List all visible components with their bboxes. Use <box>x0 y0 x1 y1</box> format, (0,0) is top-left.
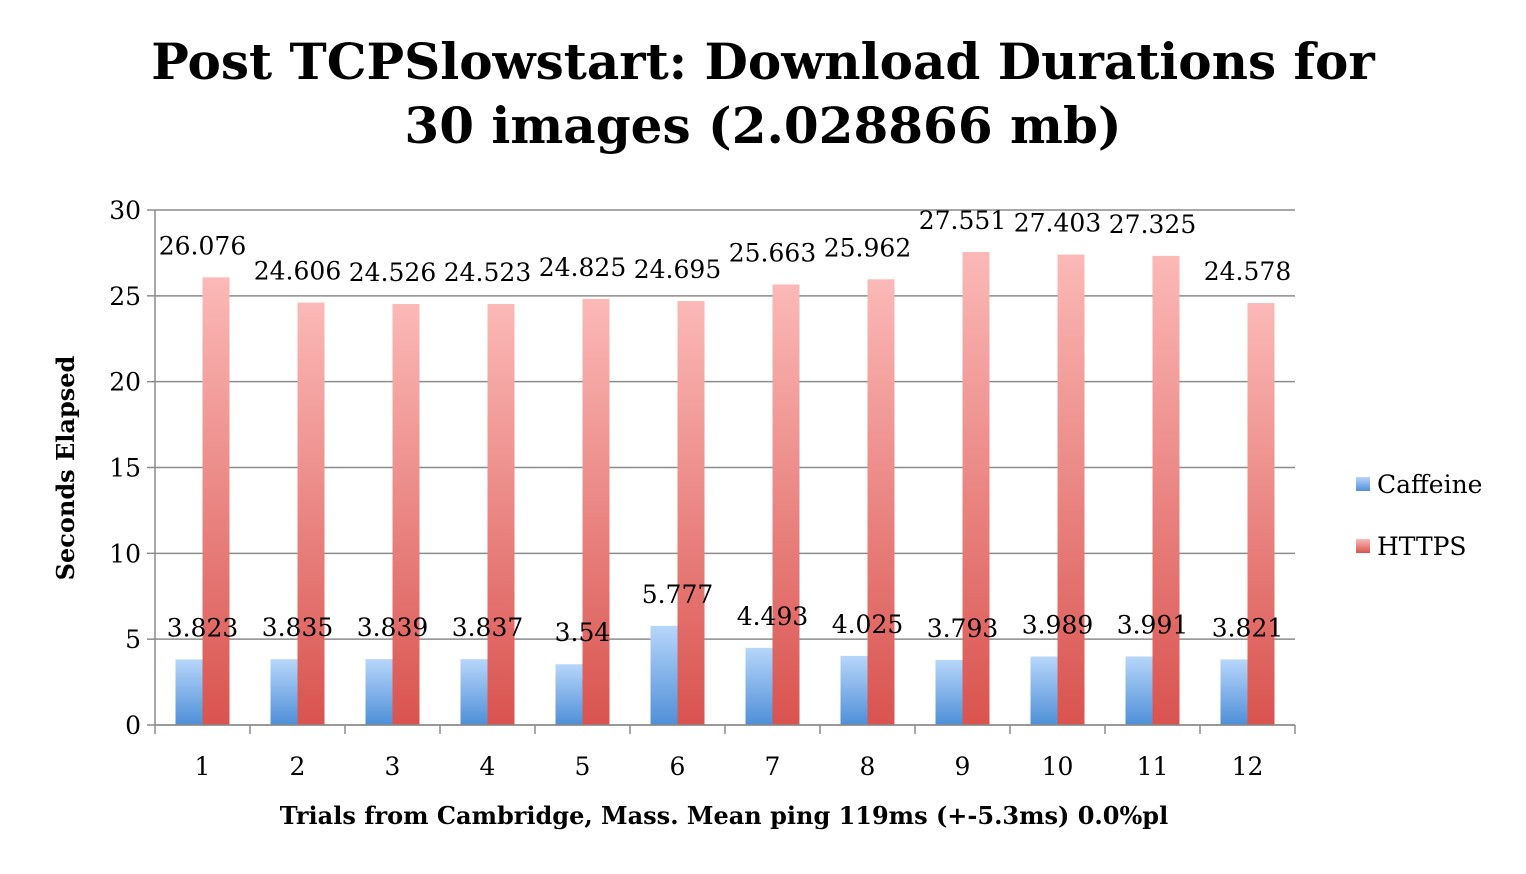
bar-caffeine <box>270 659 298 725</box>
chart-title-line-1: Post TCPSlowstart: Download Durations fo… <box>151 32 1375 91</box>
bar-https <box>1057 254 1085 725</box>
data-label-https: 27.403 <box>1014 209 1101 238</box>
bar-caffeine <box>365 659 393 725</box>
x-tick-label: 1 <box>195 752 211 781</box>
y-tick-label: 25 <box>109 282 141 311</box>
data-label-caffeine: 3.835 <box>262 613 334 642</box>
legend-swatch-https <box>1356 539 1370 553</box>
data-label-https: 24.695 <box>634 255 721 284</box>
data-label-caffeine: 4.025 <box>832 610 904 639</box>
data-label-https: 27.551 <box>919 206 1006 235</box>
bar-https <box>867 279 895 725</box>
bar-https <box>202 277 230 725</box>
x-tick-label: 7 <box>765 752 781 781</box>
y-tick-label: 15 <box>109 454 141 483</box>
data-label-https: 26.076 <box>159 231 246 260</box>
data-label-caffeine: 3.837 <box>452 613 524 642</box>
bar-caffeine <box>460 659 488 725</box>
bar-caffeine <box>1030 656 1058 725</box>
bar-https <box>1152 255 1180 725</box>
data-label-caffeine: 3.54 <box>555 618 611 647</box>
data-label-https: 24.825 <box>539 253 626 282</box>
y-tick-label: 5 <box>125 625 141 654</box>
bar-https <box>392 303 420 725</box>
data-label-https: 24.606 <box>254 257 341 286</box>
x-tick-label: 11 <box>1137 752 1169 781</box>
bars <box>175 252 1275 725</box>
x-tick-label: 9 <box>955 752 971 781</box>
data-label-https: 24.523 <box>444 258 531 287</box>
gridlines <box>155 209 1295 726</box>
bar-https <box>297 302 325 725</box>
data-label-caffeine: 4.493 <box>737 602 809 631</box>
data-label-caffeine: 3.821 <box>1212 613 1284 642</box>
legend-label-caffeine: Caffeine <box>1377 470 1482 499</box>
bar-https <box>487 304 515 725</box>
data-label-caffeine: 3.823 <box>167 613 239 642</box>
data-labels: 3.823 3.835 3.839 3.837 3.54 5.777 4.493 4.025 3… <box>159 206 1291 647</box>
x-tick-label: 12 <box>1232 752 1264 781</box>
bar-caffeine <box>1220 659 1248 725</box>
bar-https <box>772 284 800 725</box>
chart-title-line-2: 30 images (2.028866 mb) <box>404 96 1122 155</box>
data-label-https: 24.526 <box>349 258 436 287</box>
x-tick-label: 6 <box>670 752 686 781</box>
data-label-caffeine: 5.777 <box>642 580 714 609</box>
x-tick-label: 2 <box>290 752 306 781</box>
bar-caffeine <box>555 664 583 725</box>
bar-https <box>962 252 990 725</box>
data-label-caffeine: 3.989 <box>1022 611 1094 640</box>
data-label-https: 25.962 <box>824 233 911 262</box>
data-label-https: 24.578 <box>1204 257 1291 286</box>
x-tick-label: 8 <box>860 752 876 781</box>
data-label-https: 27.325 <box>1109 210 1196 239</box>
x-tick-label: 3 <box>385 752 401 781</box>
chart-title: Post TCPSlowstart: Download Durations fo… <box>0 30 1526 158</box>
data-label-https: 25.663 <box>729 238 816 267</box>
bar-caffeine <box>745 647 773 725</box>
y-axis-title: Seconds Elapsed <box>51 355 80 580</box>
bar-https <box>677 301 705 725</box>
y-tick-label: 30 <box>109 196 141 225</box>
bar-caffeine <box>650 625 678 725</box>
x-tick-label: 5 <box>575 752 591 781</box>
bar-caffeine <box>1125 656 1153 725</box>
data-label-caffeine: 3.991 <box>1117 610 1189 639</box>
legend-label-https: HTTPS <box>1377 532 1467 561</box>
x-tick-label: 10 <box>1042 752 1074 781</box>
bar-caffeine <box>840 655 868 725</box>
data-label-caffeine: 3.839 <box>357 613 429 642</box>
bar-caffeine <box>175 659 203 725</box>
x-tick-label: 4 <box>480 752 496 781</box>
x-axis-title: Trials from Cambridge, Mass. Mean ping 1… <box>280 801 1168 830</box>
y-tick-label: 0 <box>125 711 141 740</box>
legend: Caffeine HTTPS <box>1356 470 1482 561</box>
bar-https <box>1247 303 1275 725</box>
bar-caffeine <box>935 659 963 725</box>
legend-swatch-caffeine <box>1356 477 1370 491</box>
data-label-caffeine: 3.793 <box>927 614 999 643</box>
y-tick-label: 10 <box>109 539 141 568</box>
bar-https <box>582 298 610 725</box>
y-tick-label: 20 <box>109 368 141 397</box>
